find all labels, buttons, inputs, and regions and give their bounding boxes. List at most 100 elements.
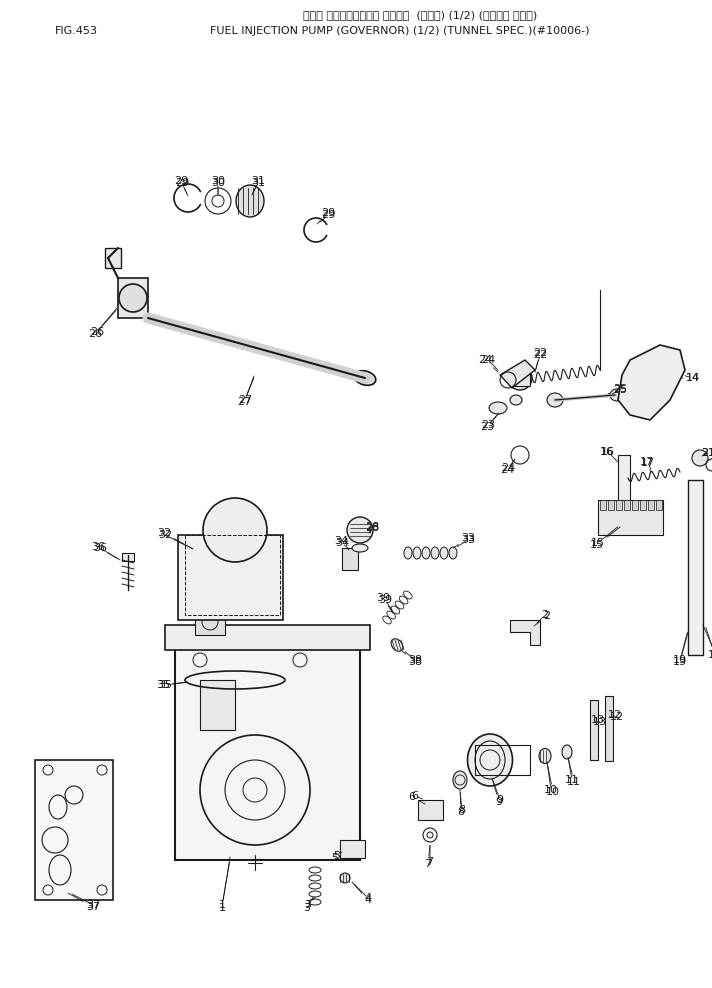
Bar [35, 760, 113, 900]
Text: 1: 1 [219, 857, 230, 913]
Text: 5: 5 [333, 851, 340, 861]
Text: 20: 20 [0, 987, 1, 988]
Text: 23: 23 [481, 420, 495, 430]
Text: 38: 38 [408, 655, 422, 665]
Text: 12: 12 [608, 710, 622, 720]
Text: 32: 32 [157, 528, 193, 549]
Text: FIG.453: FIG.453 [55, 26, 98, 36]
Ellipse shape [468, 734, 513, 786]
Bar [178, 535, 283, 620]
Text: 37: 37 [86, 900, 100, 910]
Text: 26: 26 [88, 308, 117, 339]
Text: 29: 29 [317, 208, 335, 224]
Text: 39: 39 [378, 595, 392, 605]
Text: 4: 4 [365, 893, 372, 903]
Text: 6: 6 [412, 791, 419, 801]
Ellipse shape [352, 544, 368, 552]
Bar [598, 500, 663, 535]
Bar [618, 455, 630, 510]
Text: 32: 32 [158, 530, 172, 540]
Circle shape [508, 366, 532, 390]
Text: 36: 36 [91, 542, 120, 560]
Text: 24: 24 [481, 355, 495, 365]
Text: 21: 21 [701, 448, 712, 458]
Text: 10: 10 [546, 762, 560, 797]
Text: 14: 14 [686, 373, 700, 383]
Text: 31: 31 [251, 178, 265, 188]
Bar [175, 640, 360, 860]
Text: 30: 30 [211, 176, 225, 196]
Text: 33: 33 [453, 533, 475, 548]
Text: 11: 11 [565, 775, 579, 785]
Text: 27: 27 [237, 376, 254, 407]
Text: 7: 7 [424, 845, 431, 869]
Text: 2: 2 [534, 611, 550, 626]
Ellipse shape [449, 547, 457, 559]
Text: 35: 35 [156, 680, 187, 690]
Text: 19: 19 [673, 655, 687, 665]
Bar [340, 840, 365, 858]
Text: 13: 13 [591, 715, 605, 725]
Circle shape [692, 450, 708, 466]
Text: 21: 21 [701, 448, 712, 458]
Polygon shape [200, 680, 235, 730]
Text: 27: 27 [238, 395, 252, 405]
Ellipse shape [236, 185, 264, 217]
Ellipse shape [391, 639, 403, 651]
Text: 19: 19 [673, 632, 688, 667]
Ellipse shape [440, 547, 448, 559]
Bar [608, 500, 614, 510]
Text: 29: 29 [174, 176, 188, 196]
Text: 3: 3 [305, 900, 312, 910]
Bar [656, 500, 662, 510]
Text: 16: 16 [600, 447, 618, 462]
Text: 22: 22 [533, 348, 547, 372]
Ellipse shape [431, 547, 439, 559]
Text: 35: 35 [158, 680, 172, 690]
Text: 11: 11 [567, 757, 581, 787]
Text: 38: 38 [401, 650, 422, 667]
Polygon shape [618, 345, 685, 420]
Bar [640, 500, 646, 510]
Text: 14: 14 [682, 373, 700, 383]
Text: 24: 24 [500, 459, 515, 475]
Text: 34: 34 [334, 536, 349, 550]
Bar [632, 500, 638, 510]
Text: 9: 9 [496, 795, 503, 805]
Ellipse shape [355, 370, 376, 385]
Text: 28: 28 [365, 523, 379, 533]
Text: 39: 39 [376, 593, 393, 613]
Bar [418, 800, 443, 820]
Text: 18: 18 [703, 625, 712, 660]
Text: 16: 16 [601, 447, 615, 457]
Text: 25: 25 [613, 385, 627, 395]
Text: 25: 25 [608, 384, 627, 394]
Text: 30: 30 [211, 178, 225, 188]
Ellipse shape [489, 402, 507, 414]
Polygon shape [500, 360, 535, 388]
Circle shape [119, 284, 147, 312]
Ellipse shape [610, 389, 624, 401]
Text: 12: 12 [609, 712, 624, 722]
Text: 13: 13 [593, 717, 607, 727]
Circle shape [347, 517, 373, 543]
Text: 5: 5 [332, 852, 342, 863]
Bar [510, 370, 530, 386]
Bar [590, 700, 598, 760]
Ellipse shape [413, 547, 421, 559]
Bar [624, 500, 630, 510]
Bar [105, 248, 121, 268]
Text: 37: 37 [68, 893, 100, 912]
Text: 36: 36 [93, 543, 107, 553]
Text: 31: 31 [251, 176, 265, 195]
Bar [688, 480, 703, 655]
Text: 26: 26 [90, 327, 104, 337]
Bar [648, 500, 654, 510]
Text: 8: 8 [457, 790, 464, 817]
Text: 17: 17 [640, 457, 654, 473]
Text: 34: 34 [335, 538, 349, 548]
Bar [118, 278, 148, 318]
Ellipse shape [340, 873, 350, 883]
Text: 15: 15 [590, 527, 620, 550]
Bar [122, 553, 134, 561]
